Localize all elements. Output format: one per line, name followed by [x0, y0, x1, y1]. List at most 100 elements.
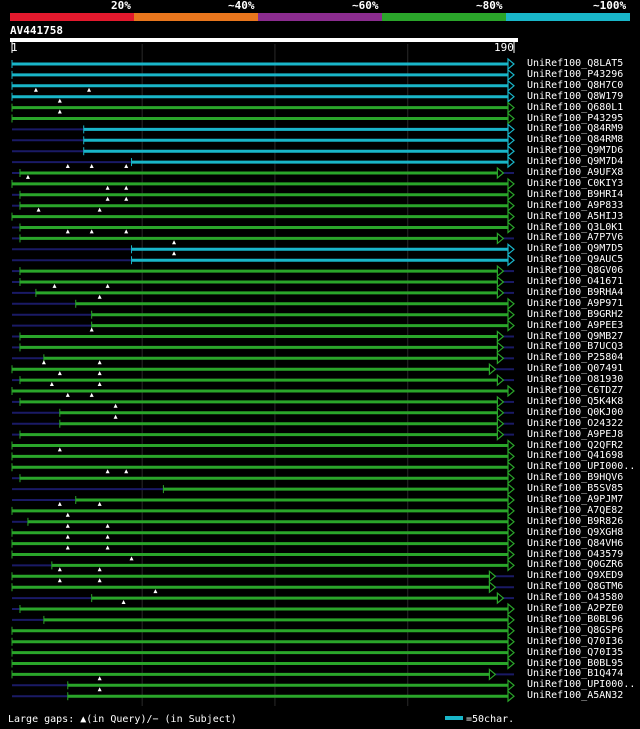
hit-label[interactable]: UniRef100_Q8GSP6: [527, 624, 624, 636]
hit-label[interactable]: UniRef100_Q2QFR2: [527, 439, 624, 451]
hit-arrow: [496, 286, 505, 300]
hit-arrow: [507, 90, 515, 103]
hit-label[interactable]: UniRef100_B1Q474: [527, 668, 624, 680]
query-gap-marker: [65, 164, 70, 168]
hit-label[interactable]: UniRef100_B9GRH2: [527, 308, 624, 320]
hit-arrow: [496, 352, 505, 365]
hit-arrow: [507, 635, 515, 648]
hit-label[interactable]: UniRef100_Q0GZR6: [527, 559, 624, 571]
hit-label[interactable]: UniRef100_Q8W179: [527, 90, 624, 102]
query-gap-marker: [124, 185, 129, 190]
hit-arrow: [507, 461, 515, 474]
hit-arrow: [496, 591, 505, 605]
hit-label[interactable]: UniRef100_A5HIJ3: [527, 210, 624, 222]
hit-label[interactable]: UniRef100_B0BL96: [527, 613, 624, 625]
hit-arrow: [507, 319, 515, 332]
hit-label[interactable]: UniRef100_Q9XGH8: [527, 526, 624, 538]
hit-label[interactable]: UniRef100_A7QE82: [527, 504, 624, 516]
hit-label[interactable]: UniRef100_Q3L0K1: [527, 221, 624, 233]
query-gap-marker: [57, 578, 62, 583]
hit-label[interactable]: UniRef100_Q8LAT5: [527, 58, 624, 69]
hit-arrow: [507, 559, 515, 572]
hit-label[interactable]: UniRef100_Q9M7D4: [527, 156, 624, 168]
hit-label[interactable]: UniRef100_Q680L1: [527, 101, 624, 113]
query-gap-marker: [113, 414, 118, 419]
hit-label[interactable]: UniRef100_A9PJM7: [527, 494, 624, 505]
hit-label[interactable]: UniRef100_Q70I36: [527, 635, 624, 647]
hit-label[interactable]: UniRef100_Q07491: [527, 363, 624, 375]
hit-label[interactable]: UniRef100_B5SV85: [527, 483, 624, 495]
hit-arrow: [496, 373, 505, 387]
query-gap-marker: [52, 283, 57, 288]
hit-label[interactable]: UniRef100_O43579: [527, 548, 624, 560]
hit-label[interactable]: UniRef100_Q9M7D6: [527, 145, 624, 157]
hit-label[interactable]: UniRef100_Q84RM9: [527, 123, 624, 135]
hit-label[interactable]: UniRef100_B0BL95: [527, 657, 624, 669]
hit-label[interactable]: UniRef100_A9P833: [527, 199, 624, 211]
hit-arrow: [488, 362, 497, 376]
query-gap-marker: [105, 523, 110, 528]
hit-label[interactable]: UniRef100_Q84RM8: [527, 134, 624, 146]
hit-arrow: [507, 384, 515, 398]
query-gap-marker: [97, 676, 102, 681]
hit-label[interactable]: UniRef100_A5AN32: [527, 690, 624, 702]
hit-label[interactable]: UniRef100_Q9M7D5: [527, 243, 624, 255]
hit-label[interactable]: UniRef100_Q8GV06: [527, 265, 624, 277]
hit-label[interactable]: UniRef100_Q9AUC5: [527, 254, 624, 266]
query-gap-marker: [124, 469, 129, 474]
hit-arrow: [496, 330, 505, 343]
hit-label[interactable]: UniRef100_Q8H7C0: [527, 79, 624, 91]
hit-label[interactable]: UniRef100_O41671: [527, 276, 624, 287]
hit-label[interactable]: UniRef100_Q84VH6: [527, 537, 624, 549]
hit-label[interactable]: UniRef100_UPI000..: [527, 461, 636, 473]
query-gap-marker: [105, 545, 110, 550]
hit-label[interactable]: UniRef100_Q9MB27: [527, 330, 624, 342]
hit-label[interactable]: UniRef100_Q70I35: [527, 646, 624, 658]
query-gap-marker: [153, 589, 158, 594]
query-gap-marker: [105, 196, 110, 201]
hit-arrow: [507, 471, 515, 485]
hit-label[interactable]: UniRef100_A9UFX8: [527, 167, 624, 178]
hit-label[interactable]: UniRef100_O81930: [527, 374, 624, 386]
hit-arrow: [488, 570, 497, 583]
hit-label[interactable]: UniRef100_B9R826: [527, 515, 624, 527]
hit-arrow: [507, 57, 515, 71]
hit-label[interactable]: UniRef100_Q8GTM6: [527, 581, 624, 593]
hit-arrow: [488, 668, 497, 681]
query-gap-marker: [65, 512, 70, 517]
hit-label[interactable]: UniRef100_C0KIY3: [527, 177, 624, 189]
query-gap-marker: [124, 164, 129, 168]
hit-arrow: [507, 155, 515, 169]
hit-arrow: [507, 123, 515, 136]
hit-arrow: [496, 275, 505, 289]
query-id: AV441758: [10, 24, 63, 37]
hit-label[interactable]: UniRef100_B9HRI4: [527, 188, 624, 200]
hit-label[interactable]: UniRef100_B9HQV6: [527, 472, 624, 484]
hit-label[interactable]: UniRef100_A2PZE0: [527, 603, 624, 614]
hit-label[interactable]: UniRef100_C6TDZ7: [527, 385, 624, 396]
hit-label[interactable]: UniRef100_UPI000..: [527, 679, 636, 691]
hit-label[interactable]: UniRef100_A9PEJ8: [527, 428, 624, 440]
hit-label[interactable]: UniRef100_A9P971: [527, 297, 624, 309]
hit-label[interactable]: UniRef100_P43295: [527, 112, 624, 124]
hit-label[interactable]: UniRef100_P25804: [527, 352, 624, 364]
hit-label[interactable]: UniRef100_O24322: [527, 417, 624, 429]
legend-label: 20%: [111, 0, 131, 12]
hit-label[interactable]: UniRef100_Q41698: [527, 450, 624, 462]
hit-label[interactable]: UniRef100_B7UCQ3: [527, 341, 624, 353]
query-gap-marker: [65, 392, 70, 397]
hit-label[interactable]: UniRef100_B9RHA4: [527, 286, 624, 298]
hit-label[interactable]: UniRef100_O43580: [527, 592, 624, 604]
legend-label: ~60%: [352, 0, 379, 12]
hit-label[interactable]: UniRef100_Q5K4K8: [527, 395, 624, 407]
query-gap-marker: [105, 469, 110, 474]
hit-label[interactable]: UniRef100_P43296: [527, 68, 624, 80]
hit-label[interactable]: UniRef100_Q9XED9: [527, 570, 624, 582]
hit-label[interactable]: UniRef100_A7P7V6: [527, 232, 624, 244]
query-bar: [10, 38, 518, 42]
hit-arrow: [507, 177, 515, 191]
hit-arrow: [507, 548, 515, 561]
hit-label[interactable]: UniRef100_A9PEE3: [527, 319, 624, 331]
query-gap-marker: [33, 87, 38, 92]
hit-label[interactable]: UniRef100_Q0KJ00: [527, 406, 624, 418]
